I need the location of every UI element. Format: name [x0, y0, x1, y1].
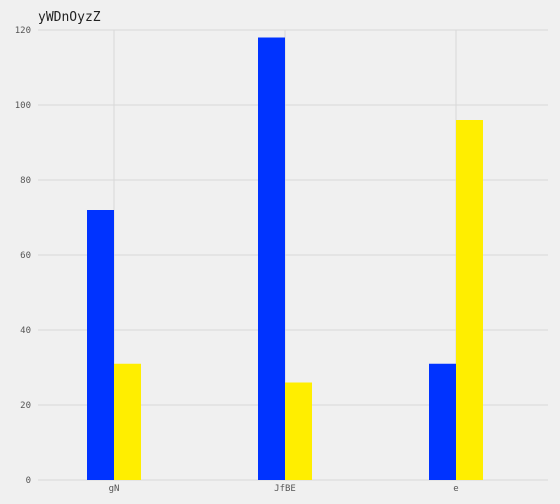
bar-e-series-1 [429, 363, 456, 480]
bar-gN-series-1 [87, 210, 114, 480]
y-tick-label: 80 [20, 176, 31, 186]
chart-title: yWDnOyzZ [38, 10, 101, 25]
y-tick-label: 20 [20, 401, 31, 411]
y-tick-label: 120 [15, 26, 31, 36]
bar-JfBE-series-1 [258, 37, 285, 480]
bars [87, 37, 483, 480]
bar-e-series-2 [456, 120, 483, 480]
x-tick-label: JfBE [274, 484, 296, 494]
x-tick-label: gN [109, 484, 120, 494]
y-axis-ticks: 0 20 40 60 80 100 120 [15, 26, 31, 486]
y-tick-label: 60 [20, 251, 31, 261]
bar-JfBE-series-2 [285, 382, 312, 480]
x-tick-label: e [453, 484, 458, 494]
bar-gN-series-2 [114, 363, 141, 480]
x-axis-ticks: gN JfBE e [109, 484, 459, 494]
y-tick-label: 100 [15, 101, 31, 111]
y-tick-label: 0 [26, 476, 31, 486]
y-tick-label: 40 [20, 326, 31, 336]
